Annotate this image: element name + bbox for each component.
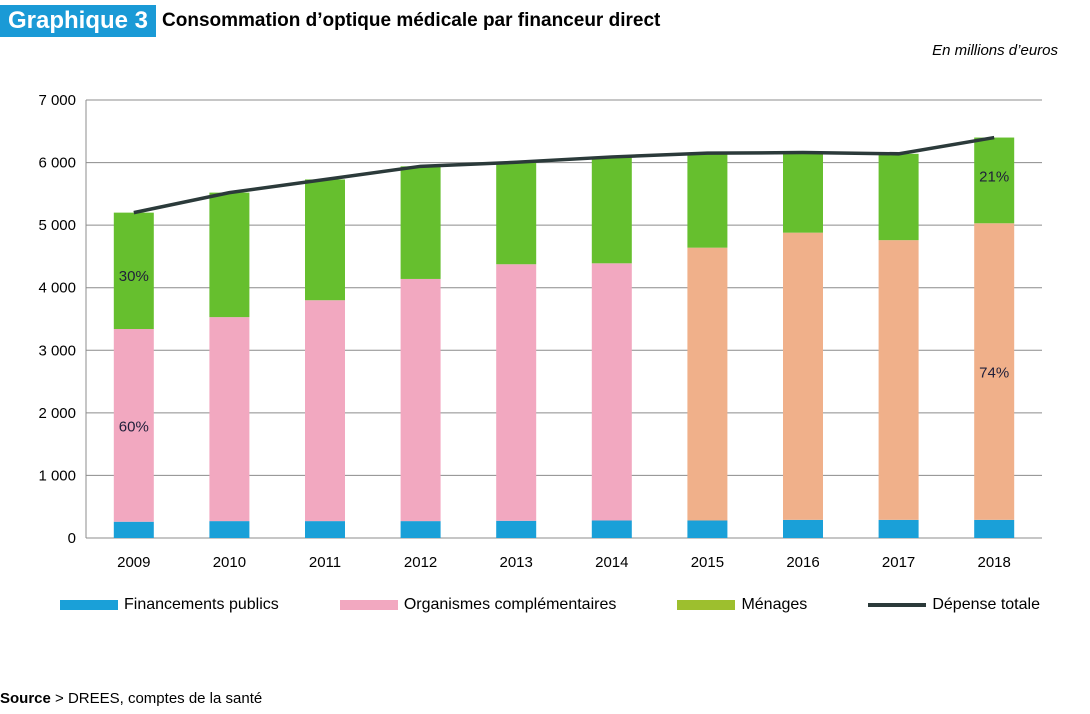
legend-item-menages: Ménages bbox=[677, 596, 807, 614]
bar-segment-menages bbox=[496, 162, 537, 265]
legend-label: Financements publics bbox=[124, 596, 279, 613]
chart-legend: Financements publics Organismes compléme… bbox=[60, 596, 1040, 614]
source-label: Source bbox=[0, 690, 51, 707]
x-tick-label: 2011 bbox=[309, 554, 341, 571]
share-annotation: 74% bbox=[979, 365, 1009, 382]
bar-segment-public bbox=[113, 521, 154, 538]
bar-segment-organismes bbox=[209, 317, 250, 522]
x-tick-label: 2013 bbox=[500, 554, 533, 571]
legend-label: Organismes complémentaires bbox=[403, 596, 617, 613]
legend-swatch-menages bbox=[677, 600, 736, 610]
bar-segment-organismes bbox=[496, 264, 537, 521]
x-tick-label: 2016 bbox=[786, 554, 819, 571]
total-expenditure-line bbox=[133, 135, 995, 215]
legend-swatch-organismes bbox=[339, 600, 398, 610]
y-tick-label: 3 000 bbox=[38, 342, 76, 359]
bar-segment-menages bbox=[209, 192, 250, 318]
bar-segment-organismes bbox=[783, 232, 823, 520]
x-tick-label: 2017 bbox=[882, 554, 915, 571]
legend-item-financements-publics: Financements publics bbox=[60, 596, 279, 614]
legend-label: Ménages bbox=[741, 596, 808, 613]
x-tick-label: 2009 bbox=[117, 554, 150, 571]
bar-segment-menages bbox=[878, 153, 919, 241]
share-annotation: 60% bbox=[119, 418, 149, 435]
bar-segment-menages bbox=[591, 156, 632, 264]
bar-segment-public bbox=[209, 521, 250, 538]
chart-header: Graphique 3 Consommation d’optique médic… bbox=[0, 5, 661, 37]
x-tick-label: 2018 bbox=[978, 554, 1011, 571]
legend-item-depense-totale: Dépense totale bbox=[868, 596, 1040, 614]
bar-segment-public bbox=[305, 521, 345, 538]
bar-segment-menages bbox=[687, 153, 728, 248]
bar-segment-organismes bbox=[687, 247, 728, 521]
stacked-bar-chart: 0 1 000 2 000 3 000 4 000 5 000 6 000 7 000 200… bbox=[38, 92, 1042, 571]
x-tick-label: 2015 bbox=[691, 554, 724, 571]
y-tick-label: 1 000 bbox=[38, 467, 76, 484]
legend-swatch-total bbox=[868, 603, 927, 607]
bar-segment-menages bbox=[400, 166, 441, 279]
legend-label: Dépense totale bbox=[932, 596, 1040, 613]
bar-segment-organismes bbox=[113, 329, 154, 522]
bar-segment-organismes bbox=[305, 300, 345, 522]
bar-segment-public bbox=[591, 520, 632, 538]
bar-segment-public bbox=[878, 519, 919, 538]
bar-segment-public bbox=[400, 521, 441, 538]
y-tick-label: 6 000 bbox=[38, 155, 76, 172]
y-tick-label: 7 000 bbox=[38, 92, 76, 109]
bar-segment-menages bbox=[113, 212, 154, 330]
legend-item-organismes: Organismes complémentaires bbox=[339, 596, 617, 614]
x-tick-label: 2014 bbox=[595, 554, 628, 571]
y-tick-label: 5 000 bbox=[38, 217, 76, 234]
share-annotation: 30% bbox=[119, 268, 149, 285]
bar-segment-public bbox=[496, 520, 537, 538]
share-annotation: 21% bbox=[979, 169, 1009, 186]
y-tick-label: 2 000 bbox=[38, 405, 76, 422]
bar-segment-organismes bbox=[591, 263, 632, 521]
source-note: Source > DREES, comptes de la santé bbox=[0, 690, 262, 707]
bar-segment-public bbox=[783, 519, 823, 538]
legend-swatch-public bbox=[60, 600, 118, 610]
bar-segment-public bbox=[687, 520, 728, 538]
unit-label: En millions d’euros bbox=[932, 42, 1058, 59]
graph-number-label: Graphique 3 bbox=[0, 5, 157, 37]
x-tick-label: 2012 bbox=[404, 554, 437, 571]
bar-segment-organismes bbox=[878, 240, 919, 520]
bar-segment-menages bbox=[974, 137, 1015, 224]
bar-segment-public bbox=[974, 519, 1015, 538]
source-text: > DREES, comptes de la santé bbox=[50, 690, 263, 707]
chart-title: Consommation d’optique médicale par fina… bbox=[162, 10, 661, 31]
y-tick-label: 0 bbox=[68, 530, 76, 547]
y-tick-label: 4 000 bbox=[38, 280, 76, 297]
bar-segment-organismes bbox=[400, 278, 441, 522]
bar-segment-menages bbox=[305, 179, 345, 301]
bar-segment-organismes bbox=[974, 223, 1015, 520]
bar-segment-menages bbox=[783, 152, 823, 233]
x-tick-label: 2010 bbox=[213, 554, 246, 571]
